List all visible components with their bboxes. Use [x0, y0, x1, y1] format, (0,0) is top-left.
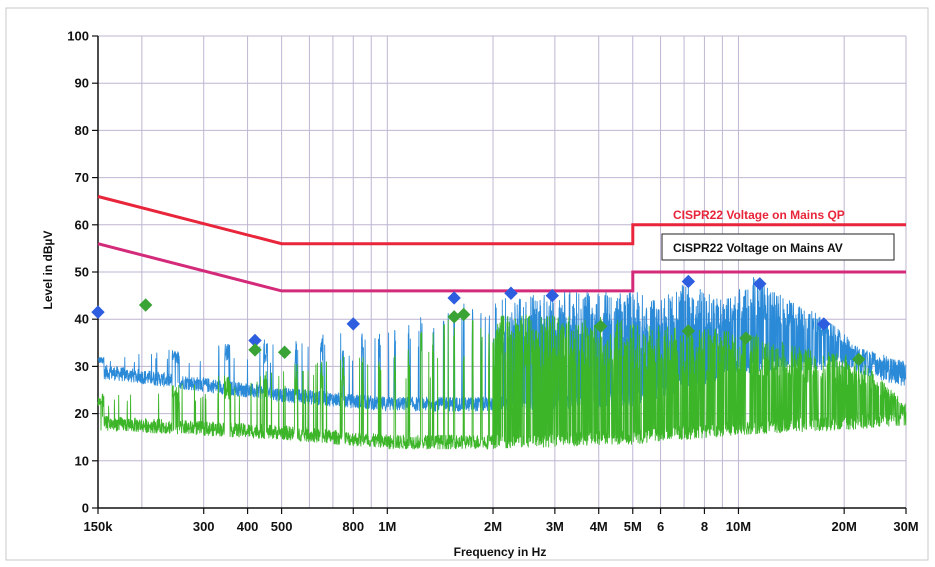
peak-marker [681, 274, 696, 289]
x-tick-label: 150k [84, 519, 114, 534]
y-axis-title: Level in dBµV [41, 231, 55, 310]
y-tick-label: 50 [75, 265, 89, 280]
x-tick-label: 500 [271, 519, 293, 534]
x-tick-label: 3M [546, 519, 564, 534]
peak-marker [753, 277, 767, 291]
markers [91, 274, 866, 367]
peak-marker [91, 305, 105, 319]
y-tick-label: 20 [75, 406, 89, 421]
y-tick-label: 0 [82, 501, 89, 516]
x-tick-label: 800 [342, 519, 364, 534]
x-axis-title: Frequency in Hz [454, 545, 547, 559]
limit-lines [97, 195, 906, 293]
x-tick-label: 1M [378, 519, 396, 534]
x-tick-label: 8 [701, 519, 708, 534]
legend-label-qp: CISPR22 Voltage on Mains QP [673, 208, 845, 222]
y-tick-label: 60 [75, 217, 89, 232]
y-tick-label: 30 [75, 359, 89, 374]
legend: CISPR22 Voltage on Mains QP CISPR22 Volta… [661, 208, 895, 261]
y-tick-label: 90 [75, 76, 89, 91]
average-marker [248, 343, 262, 357]
x-tick-label: 10M [726, 519, 751, 534]
peak-marker [545, 288, 559, 303]
x-tick-label: 6 [657, 519, 664, 534]
spectrum-traces [97, 277, 907, 450]
x-tick-label: 2M [484, 519, 502, 534]
y-tick-label: 40 [75, 312, 89, 327]
y-tick-label: 70 [75, 170, 89, 185]
average-marker [456, 307, 471, 322]
limit-line-qp [97, 195, 906, 246]
peak-marker [447, 291, 461, 305]
y-tick-label: 10 [75, 453, 89, 468]
limit-line-av [97, 242, 906, 293]
legend-label-av: CISPR22 Voltage on Mains AV [673, 241, 843, 255]
x-tick-label: 400 [237, 519, 259, 534]
average-detector-trace [97, 314, 907, 450]
peak-marker [817, 317, 831, 331]
average-marker [851, 352, 866, 367]
average-marker [681, 324, 696, 338]
chart-frame [5, 7, 929, 561]
x-tick-label: 4M [590, 519, 608, 534]
y-tick-label: 100 [67, 29, 89, 44]
x-tick-label: 5M [624, 519, 642, 534]
peak-marker [504, 286, 518, 300]
x-tick-label: 30M [893, 519, 918, 534]
average-marker [593, 319, 608, 333]
legend-box-av [661, 233, 895, 261]
y-tick-label: 80 [75, 123, 89, 138]
average-marker [277, 345, 292, 359]
average-marker [138, 298, 153, 312]
x-tick-label: 300 [193, 519, 215, 534]
peak-marker [346, 317, 360, 331]
tick-labels: 0 10 20 30 40 50 60 70 80 90 100 150k 300 400 500 800 1M… [67, 29, 918, 535]
average-marker [739, 331, 753, 345]
x-tick-label: 20M [832, 519, 857, 534]
